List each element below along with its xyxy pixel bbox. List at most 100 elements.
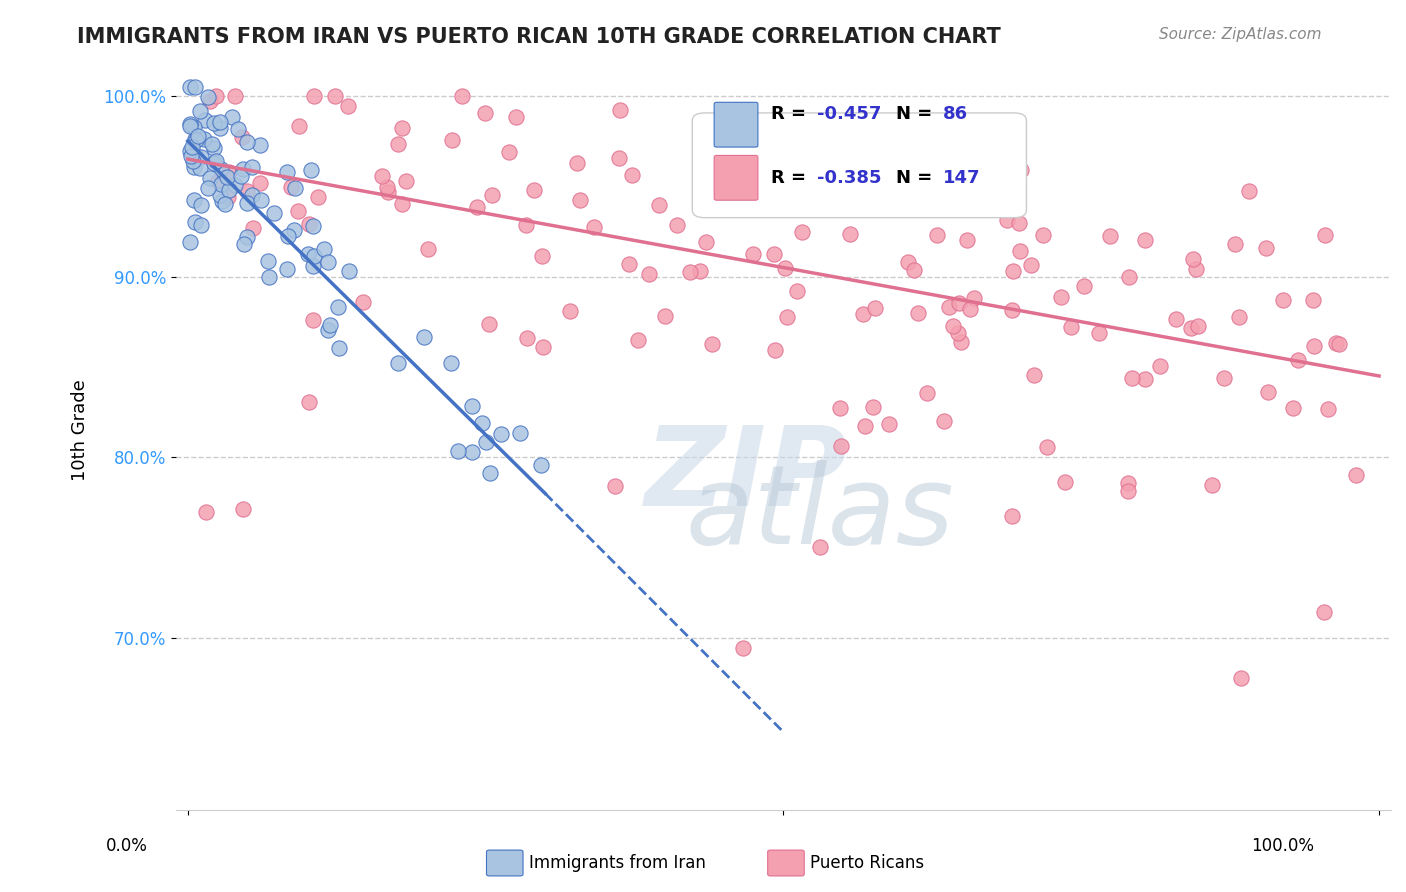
- Point: [1010, 163, 1032, 178]
- Point: [516, 331, 538, 345]
- Point: [1254, 241, 1277, 255]
- Text: N =: N =: [897, 104, 939, 123]
- Point: [820, 198, 842, 212]
- Point: [1327, 336, 1350, 351]
- Point: [946, 326, 969, 340]
- Point: [903, 262, 925, 277]
- Point: [853, 419, 876, 434]
- Point: [197, 90, 219, 104]
- Point: [224, 178, 246, 192]
- Point: [478, 317, 501, 331]
- Point: [312, 242, 335, 256]
- Point: [179, 144, 201, 158]
- Point: [830, 401, 852, 416]
- Point: [1032, 227, 1054, 242]
- Point: [440, 356, 463, 370]
- Point: [232, 502, 254, 516]
- Point: [413, 330, 436, 344]
- Point: [302, 219, 325, 234]
- Point: [280, 180, 302, 194]
- Point: [1036, 440, 1059, 454]
- Point: [793, 171, 815, 186]
- Point: [852, 307, 875, 321]
- Point: [1317, 401, 1340, 416]
- Point: [302, 249, 325, 263]
- Point: [509, 426, 531, 441]
- Point: [531, 250, 554, 264]
- Point: [678, 265, 700, 279]
- Point: [193, 112, 215, 127]
- Point: [316, 323, 339, 337]
- Point: [371, 169, 394, 183]
- Point: [1008, 216, 1031, 230]
- Point: [1313, 227, 1336, 242]
- Point: [287, 204, 309, 219]
- Point: [1187, 319, 1209, 334]
- Point: [505, 111, 527, 125]
- Point: [236, 136, 259, 150]
- Point: [773, 261, 796, 276]
- Point: [224, 88, 246, 103]
- Point: [741, 176, 763, 190]
- Point: [609, 103, 631, 117]
- Text: 147: 147: [942, 169, 980, 187]
- Point: [1324, 336, 1347, 351]
- Point: [450, 88, 472, 103]
- Point: [932, 414, 955, 428]
- Point: [218, 183, 240, 197]
- Point: [568, 194, 591, 208]
- Point: [1257, 384, 1279, 399]
- Text: 86: 86: [942, 104, 967, 123]
- Point: [183, 120, 205, 135]
- Point: [997, 213, 1019, 227]
- Point: [236, 184, 259, 198]
- Point: [188, 104, 211, 119]
- Point: [352, 294, 374, 309]
- Point: [474, 106, 496, 120]
- Point: [202, 155, 225, 169]
- Point: [181, 139, 204, 153]
- Point: [1022, 368, 1045, 382]
- Point: [862, 400, 884, 414]
- Point: [1001, 302, 1024, 317]
- Point: [638, 267, 661, 281]
- Point: [897, 255, 920, 269]
- Point: [391, 120, 413, 135]
- Point: [194, 505, 217, 519]
- Point: [1116, 476, 1139, 491]
- Point: [231, 130, 253, 145]
- Point: [377, 185, 399, 199]
- Point: [733, 640, 755, 655]
- Point: [792, 225, 814, 239]
- Point: [276, 262, 298, 277]
- Point: [214, 196, 236, 211]
- Point: [1073, 278, 1095, 293]
- Point: [316, 255, 339, 269]
- Point: [328, 342, 350, 356]
- Point: [925, 228, 948, 243]
- Point: [470, 416, 492, 430]
- Point: [208, 188, 231, 202]
- Point: [181, 153, 204, 168]
- Point: [609, 152, 631, 166]
- Point: [257, 254, 280, 268]
- Point: [217, 189, 239, 203]
- Point: [323, 88, 346, 103]
- Point: [209, 115, 232, 129]
- FancyBboxPatch shape: [714, 155, 758, 200]
- Point: [391, 197, 413, 211]
- Point: [298, 394, 321, 409]
- Point: [263, 206, 285, 220]
- Point: [942, 319, 965, 334]
- Point: [387, 356, 409, 370]
- Point: [377, 179, 399, 194]
- Point: [215, 169, 238, 184]
- Point: [1303, 339, 1326, 353]
- Point: [202, 115, 225, 129]
- Point: [763, 343, 786, 357]
- Y-axis label: 10th Grade: 10th Grade: [72, 379, 89, 481]
- Point: [179, 119, 201, 133]
- Point: [742, 247, 765, 261]
- Point: [479, 466, 502, 480]
- Point: [863, 301, 886, 315]
